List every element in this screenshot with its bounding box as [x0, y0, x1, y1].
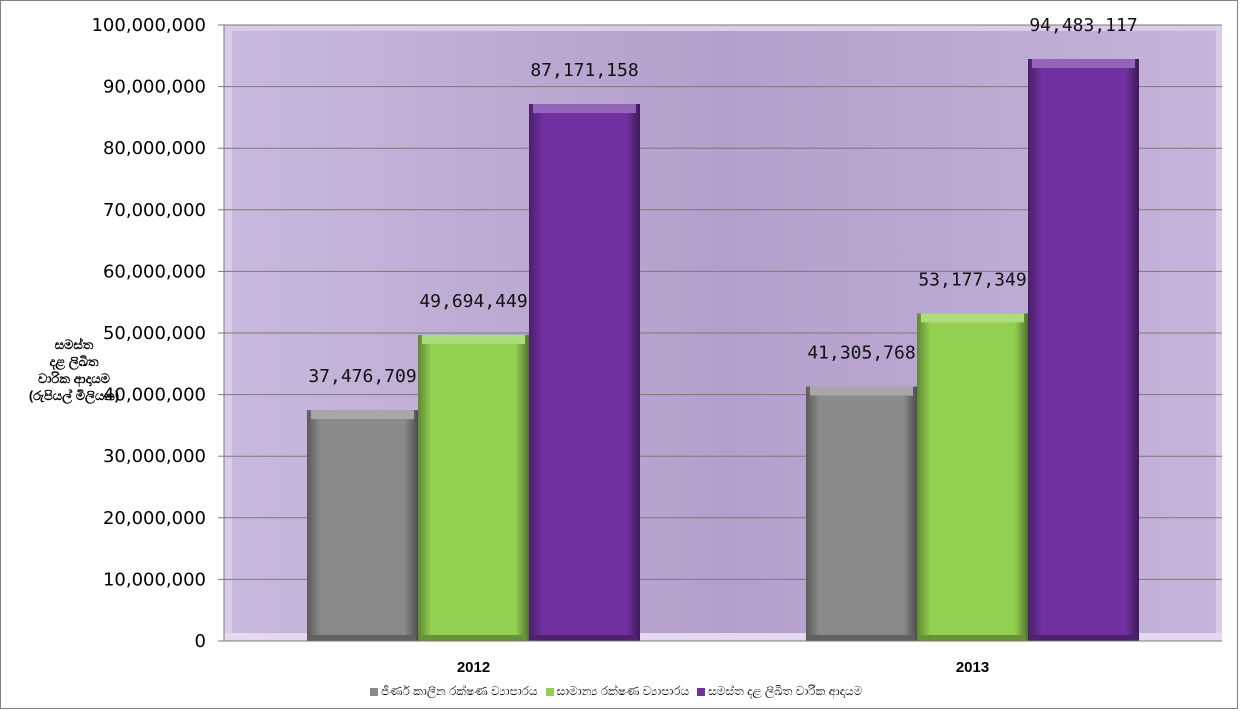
y-tick-label: 80,000,000: [103, 138, 206, 159]
legend-swatch: [545, 687, 554, 696]
legend-swatch: [697, 687, 706, 696]
bars: [307, 58, 1139, 642]
data-label: 53,177,349: [918, 269, 1026, 290]
y-tick-labels: 0 10,000,000 20,000,000 30,000,000 40,000,00…: [91, 15, 206, 652]
y-axis-label-line: වාරික ආදායම: [37, 371, 111, 386]
y-tick-label: 10,000,000: [103, 569, 206, 590]
bar-top-bevel: [1032, 58, 1135, 68]
bar-base-bevel: [808, 635, 915, 641]
x-tick-label: 2013: [956, 659, 989, 676]
data-labels: 37,476,709 49,694,449 87,171,158 41,305,768…: [308, 15, 1137, 387]
data-label: 37,476,709: [308, 366, 416, 387]
y-tick-label: 20,000,000: [103, 508, 206, 529]
bar: [1028, 58, 1139, 641]
bar-top-bevel: [810, 386, 913, 396]
bar: [917, 313, 1028, 641]
bar-top-bevel: [311, 410, 414, 420]
bar-base-bevel: [919, 635, 1026, 641]
data-label: 41,305,768: [807, 343, 915, 364]
bar: [418, 334, 529, 641]
y-tick-label: 0: [195, 631, 206, 652]
legend-swatch: [370, 687, 378, 696]
bar-top-bevel: [921, 313, 1024, 323]
y-tick-label: 50,000,000: [103, 323, 206, 344]
y-axis-label-line: (රුපියල් මිලියන): [28, 388, 120, 403]
y-tick-label: 70,000,000: [103, 200, 206, 221]
bar: [307, 410, 418, 641]
bar-base-bevel: [420, 635, 527, 641]
y-tick-label: 60,000,000: [103, 261, 206, 282]
y-axis-label-line: සමස්ත: [54, 337, 94, 352]
legend-label: සමස්ත දළ ලිඛිත වාරික ආදායම: [708, 684, 863, 698]
legend-item: ජීර්ණ කාලීන රක්ෂණ ව්‍යාපාරය: [370, 684, 538, 699]
bar-base-bevel: [1030, 635, 1137, 641]
y-axis-label: සමස්ත දළ ලිඛිත වාරික ආදායම (රුපියල් මිලි…: [4, 336, 144, 404]
data-label: 87,171,158: [530, 60, 638, 81]
legend-label: සාමාන්‍ය රක්ෂණ ව්‍යාපාරය: [556, 684, 690, 698]
data-label: 94,483,117: [1029, 15, 1137, 36]
legend-item: සාමාන්‍ය රක්ෂණ ව්‍යාපාරය: [545, 684, 690, 699]
y-tick-label: 30,000,000: [103, 446, 206, 467]
y-tick-label: 100,000,000: [91, 15, 206, 36]
axes: [218, 24, 1222, 642]
x-tick-label: 2012: [457, 659, 490, 676]
plot-floor: [224, 633, 1222, 641]
bar-base-bevel: [531, 635, 638, 641]
bar: [529, 104, 640, 642]
bar-base-bevel: [309, 635, 416, 641]
bar-top-bevel: [422, 334, 525, 344]
y-axis-label-line: දළ ලිඛිත: [49, 354, 99, 369]
legend-label: ජීර්ණ කාලීන රක්ෂණ ව්‍යාපාරය: [381, 684, 538, 698]
y-tick-label: 40,000,000: [103, 385, 206, 406]
y-tick-label: 90,000,000: [103, 77, 206, 98]
bar-top-bevel: [533, 104, 636, 114]
bar: [806, 386, 917, 641]
data-label: 49,694,449: [419, 291, 527, 312]
legend-item: සමස්ත දළ ලිඛිත වාරික ආදායම: [697, 684, 862, 699]
x-tick-labels: 2012 2013: [457, 659, 989, 676]
legend: ජීර්ණ කාලීන රක්ෂණ ව්‍යාපාරය සාමාන්‍ය රක්…: [370, 684, 870, 699]
